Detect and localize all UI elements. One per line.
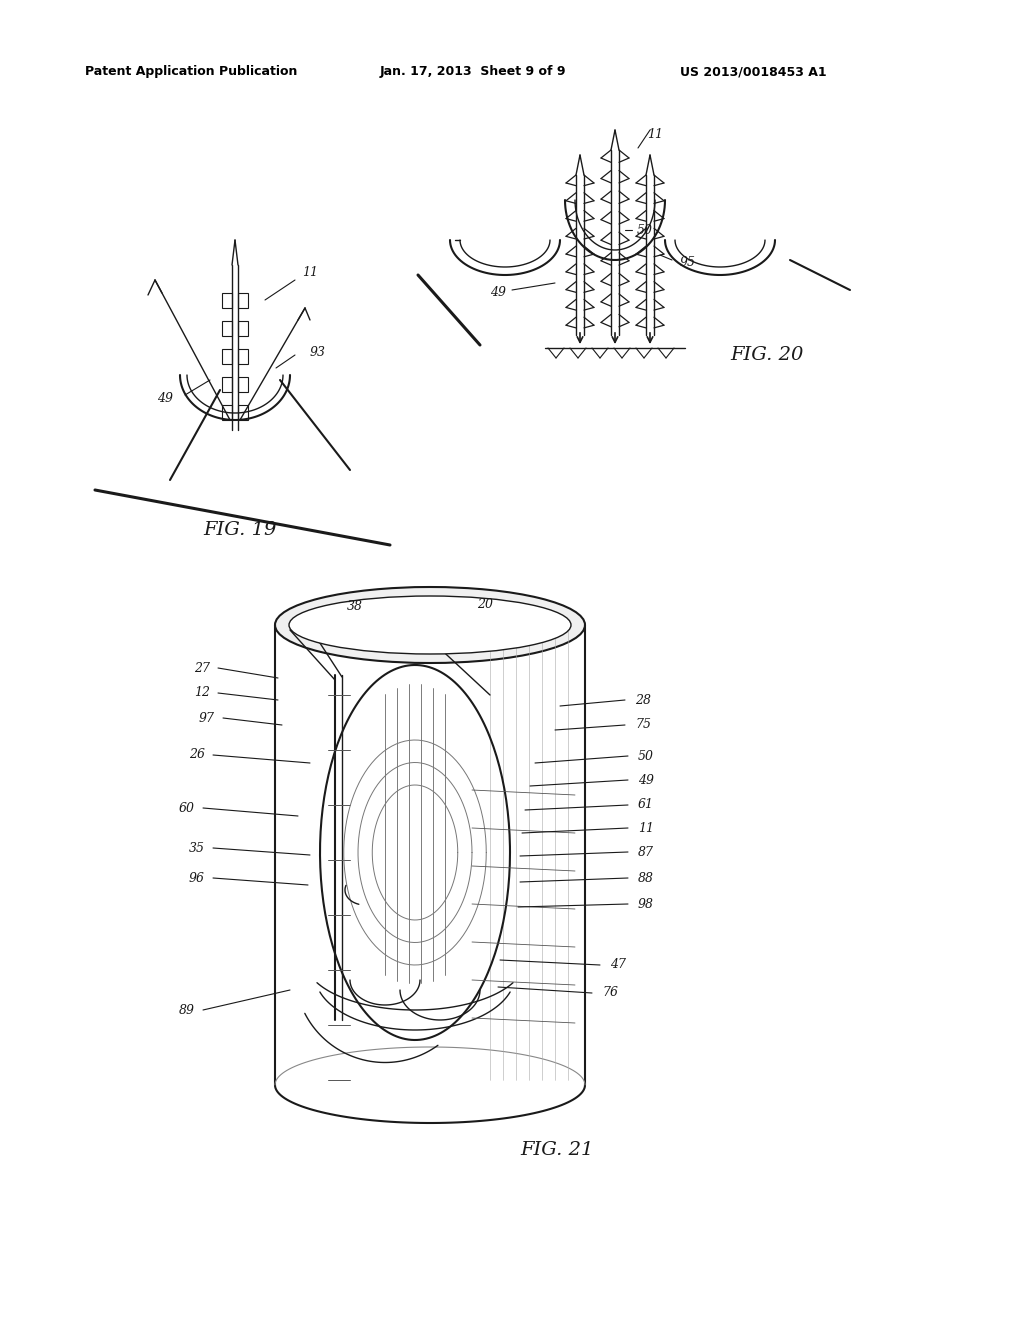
Text: 98: 98	[638, 898, 654, 911]
Text: 50: 50	[637, 223, 653, 236]
Ellipse shape	[275, 587, 585, 663]
Text: 61: 61	[638, 799, 654, 812]
Bar	[222, 378, 232, 392]
Bar	[222, 293, 232, 308]
Text: 76: 76	[602, 986, 618, 999]
Bar	[238, 378, 248, 392]
Text: 75: 75	[635, 718, 651, 731]
Text: 11: 11	[302, 265, 318, 279]
Text: FIG. 19: FIG. 19	[204, 521, 276, 539]
Bar	[222, 348, 232, 364]
Text: Jan. 17, 2013  Sheet 9 of 9: Jan. 17, 2013 Sheet 9 of 9	[380, 66, 566, 78]
Text: 26: 26	[189, 748, 205, 762]
Text: 50: 50	[638, 750, 654, 763]
Text: 11: 11	[647, 128, 663, 141]
Text: 87: 87	[638, 846, 654, 858]
Text: 20: 20	[477, 598, 493, 610]
Bar	[238, 348, 248, 364]
Text: 12: 12	[194, 686, 210, 700]
Text: 38: 38	[347, 601, 362, 614]
Text: 27: 27	[194, 661, 210, 675]
Ellipse shape	[289, 597, 571, 653]
Bar	[222, 405, 232, 420]
Bar	[238, 405, 248, 420]
Text: 47: 47	[610, 958, 626, 972]
Text: 49: 49	[157, 392, 173, 404]
Text: 35: 35	[189, 842, 205, 854]
Text: 95: 95	[680, 256, 696, 268]
Text: FIG. 21: FIG. 21	[520, 1140, 593, 1159]
Bar	[238, 321, 248, 337]
Text: 28: 28	[635, 693, 651, 706]
Text: 88: 88	[638, 871, 654, 884]
Text: 49: 49	[490, 285, 506, 298]
Bar	[222, 321, 232, 337]
Text: Patent Application Publication: Patent Application Publication	[85, 66, 297, 78]
Text: 97: 97	[199, 711, 215, 725]
Text: 11: 11	[638, 821, 654, 834]
Text: US 2013/0018453 A1: US 2013/0018453 A1	[680, 66, 826, 78]
Text: FIG. 20: FIG. 20	[730, 346, 804, 364]
Text: 89: 89	[179, 1003, 195, 1016]
Text: 60: 60	[179, 801, 195, 814]
Bar	[238, 293, 248, 308]
Text: 93: 93	[310, 346, 326, 359]
Text: 96: 96	[189, 871, 205, 884]
Text: 49: 49	[638, 774, 654, 787]
